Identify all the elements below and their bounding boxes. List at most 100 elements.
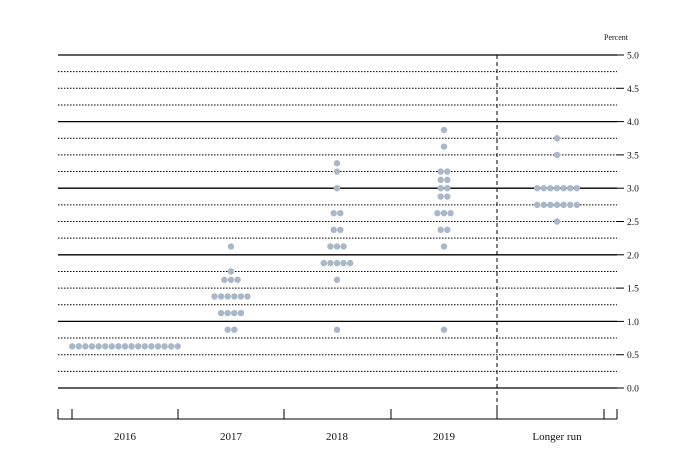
y-tick-label: 3.0 xyxy=(627,185,639,195)
x-category-label: 2017 xyxy=(220,431,243,443)
dot xyxy=(128,343,135,350)
dot xyxy=(333,326,341,333)
dot xyxy=(340,243,347,250)
dot xyxy=(330,226,337,234)
dot xyxy=(333,168,341,175)
dot xyxy=(573,185,580,192)
dot xyxy=(434,209,441,217)
dot xyxy=(115,343,122,350)
dot xyxy=(231,326,238,333)
y-tick-label: 1.5 xyxy=(627,285,639,295)
dot xyxy=(347,259,354,267)
dot xyxy=(327,259,334,267)
dot xyxy=(333,185,341,192)
dot xyxy=(440,209,448,217)
dot xyxy=(224,309,231,317)
dot xyxy=(135,343,142,350)
dot xyxy=(108,343,116,350)
gridlines xyxy=(58,54,617,389)
dot xyxy=(440,326,448,333)
x-category-label: Longer run xyxy=(532,431,582,443)
y-tick-label: 0.0 xyxy=(627,385,639,395)
dot xyxy=(553,201,561,209)
dot xyxy=(444,193,451,200)
dot xyxy=(227,276,235,283)
dot xyxy=(437,176,444,184)
dot xyxy=(82,343,89,350)
labels: 0.0 0.5 1.0 1.5 2.0 2.5 3.0 3.5 4.0 4.5 5.0 Percent… xyxy=(114,33,639,443)
dot xyxy=(440,143,448,150)
dot xyxy=(227,243,235,250)
dot xyxy=(154,343,162,350)
dot xyxy=(237,293,245,300)
dot xyxy=(553,185,561,192)
dot xyxy=(437,185,444,192)
dot xyxy=(437,226,444,234)
dot xyxy=(217,293,225,300)
dot xyxy=(444,185,451,192)
dot xyxy=(553,151,561,159)
dot xyxy=(327,243,334,250)
dot xyxy=(121,343,129,350)
y-tick-label: 4.5 xyxy=(627,85,639,95)
dot xyxy=(224,326,231,333)
y-tick-label: 3.5 xyxy=(627,151,639,161)
dot xyxy=(244,293,251,300)
dot xyxy=(320,259,327,267)
dot xyxy=(211,293,218,300)
dot xyxy=(567,185,574,192)
dot xyxy=(102,343,109,350)
dot xyxy=(440,243,448,250)
dot xyxy=(224,293,231,300)
dot xyxy=(340,259,347,267)
dot xyxy=(447,209,454,217)
dot xyxy=(337,209,344,217)
dot xyxy=(540,201,547,209)
dot xyxy=(88,343,96,350)
dot xyxy=(141,343,148,350)
dots xyxy=(69,126,580,350)
dot xyxy=(560,201,567,209)
dot xyxy=(95,343,102,350)
dot xyxy=(234,276,241,283)
dot xyxy=(553,135,561,142)
dot xyxy=(168,343,175,350)
dot xyxy=(231,293,238,300)
dot xyxy=(444,176,451,184)
dot xyxy=(75,343,83,350)
dot xyxy=(444,168,451,175)
dot xyxy=(534,185,541,192)
dot xyxy=(547,185,554,192)
dot xyxy=(148,343,155,350)
unit-label: Percent xyxy=(604,33,629,42)
dot xyxy=(540,185,547,192)
y-tick-label: 5.0 xyxy=(627,52,639,62)
dot xyxy=(161,343,168,350)
dot xyxy=(437,193,444,200)
dot xyxy=(437,168,444,175)
dot xyxy=(231,309,238,317)
dot xyxy=(573,201,580,209)
dot xyxy=(444,226,451,234)
dot xyxy=(237,309,245,317)
dot xyxy=(440,126,448,134)
y-tick-label: 4.0 xyxy=(627,118,639,128)
dot xyxy=(567,201,574,209)
dot xyxy=(221,276,228,283)
dot xyxy=(337,226,344,234)
dot xyxy=(217,309,225,317)
y-tick-label: 0.5 xyxy=(627,351,639,361)
x-category-label: 2018 xyxy=(326,431,349,443)
axes xyxy=(57,54,624,420)
x-category-label: 2016 xyxy=(114,431,137,443)
dot xyxy=(174,343,181,350)
x-category-label: 2019 xyxy=(433,431,456,443)
dot xyxy=(547,201,554,209)
dot xyxy=(330,209,337,217)
dot xyxy=(333,160,341,167)
y-tick-label: 2.0 xyxy=(627,251,639,261)
dot xyxy=(333,259,341,267)
dot xyxy=(333,243,341,250)
